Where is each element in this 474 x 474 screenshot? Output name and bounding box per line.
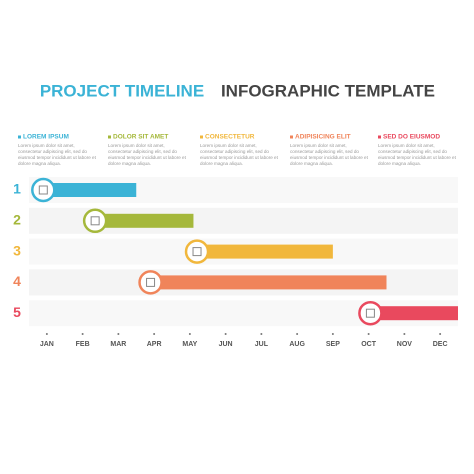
chart-title: PROJECT TIMELINE: [40, 81, 204, 100]
row-label: 1: [13, 181, 21, 197]
legend-entry: CONSECTETUR: [205, 134, 255, 141]
legend-marker: [290, 135, 293, 139]
legend-entry: SED DO EIUSMOD: [383, 134, 440, 141]
tick-mark: [296, 333, 299, 335]
milestone-icon: [38, 185, 48, 195]
legend-marker: [18, 135, 21, 139]
milestone-icon: [146, 277, 156, 287]
bar: [150, 275, 387, 290]
chart-subtitle: INFOGRAPHIC TEMPLATE: [221, 81, 435, 100]
legend-description: Lorem ipsum dolor sit amet, consectetur …: [108, 143, 186, 166]
x-tick-label: AUG: [289, 341, 305, 348]
x-tick-label: DEC: [433, 341, 448, 348]
milestone-icon: [192, 247, 202, 257]
row-label: 5: [13, 304, 21, 320]
legend-description: Lorem ipsum dolor sit amet, consectetur …: [290, 143, 368, 166]
row-label: 3: [13, 242, 21, 258]
x-tick-label: JUL: [255, 341, 269, 348]
x-tick-label: OCT: [361, 341, 377, 348]
x-tick-label: JAN: [40, 341, 54, 348]
x-tick-label: JUN: [219, 341, 233, 348]
tick-mark: [224, 333, 227, 335]
tick-mark: [117, 333, 120, 335]
legend-marker: [108, 135, 111, 139]
legend-description: Lorem ipsum dolor sit amet, consectetur …: [18, 143, 96, 166]
milestone-icon: [90, 216, 100, 226]
tick-mark: [188, 333, 191, 335]
tick-mark: [81, 333, 84, 335]
x-tick-label: APR: [147, 341, 162, 348]
legend-entry: DOLOR SIT AMET: [113, 134, 168, 141]
tick-mark: [403, 333, 406, 335]
milestone: [82, 208, 108, 234]
x-tick-label: NOV: [397, 341, 413, 348]
x-tick-label: MAR: [110, 341, 126, 348]
legend-description: Lorem ipsum dolor sit amet, consectetur …: [200, 143, 278, 166]
milestone: [184, 239, 210, 264]
milestone: [358, 300, 383, 326]
milestone-icon: [365, 308, 375, 318]
tick-mark: [439, 333, 442, 335]
bar: [95, 213, 194, 228]
x-tick-label: MAY: [182, 341, 197, 348]
legend-entry: ADIPISICING ELIT: [295, 134, 351, 141]
legend-entry: LOREM IPSUM: [23, 134, 69, 141]
x-tick-label: SEP: [326, 341, 340, 348]
tick-mark: [367, 333, 370, 335]
tick-mark: [260, 333, 263, 335]
legend-marker: [200, 135, 203, 139]
milestone: [138, 270, 163, 295]
legend-marker: [378, 135, 381, 139]
row-label: 4: [13, 273, 21, 289]
tick-mark: [45, 333, 48, 335]
tick-mark: [153, 333, 156, 335]
x-tick-label: FEB: [76, 341, 90, 348]
row-label: 2: [13, 212, 21, 228]
tick-mark: [331, 333, 334, 335]
milestone: [31, 177, 56, 203]
bar: [370, 306, 458, 321]
bar: [197, 244, 333, 259]
legend-description: Lorem ipsum dolor sit amet, consectetur …: [378, 143, 456, 166]
bar: [43, 183, 137, 197]
